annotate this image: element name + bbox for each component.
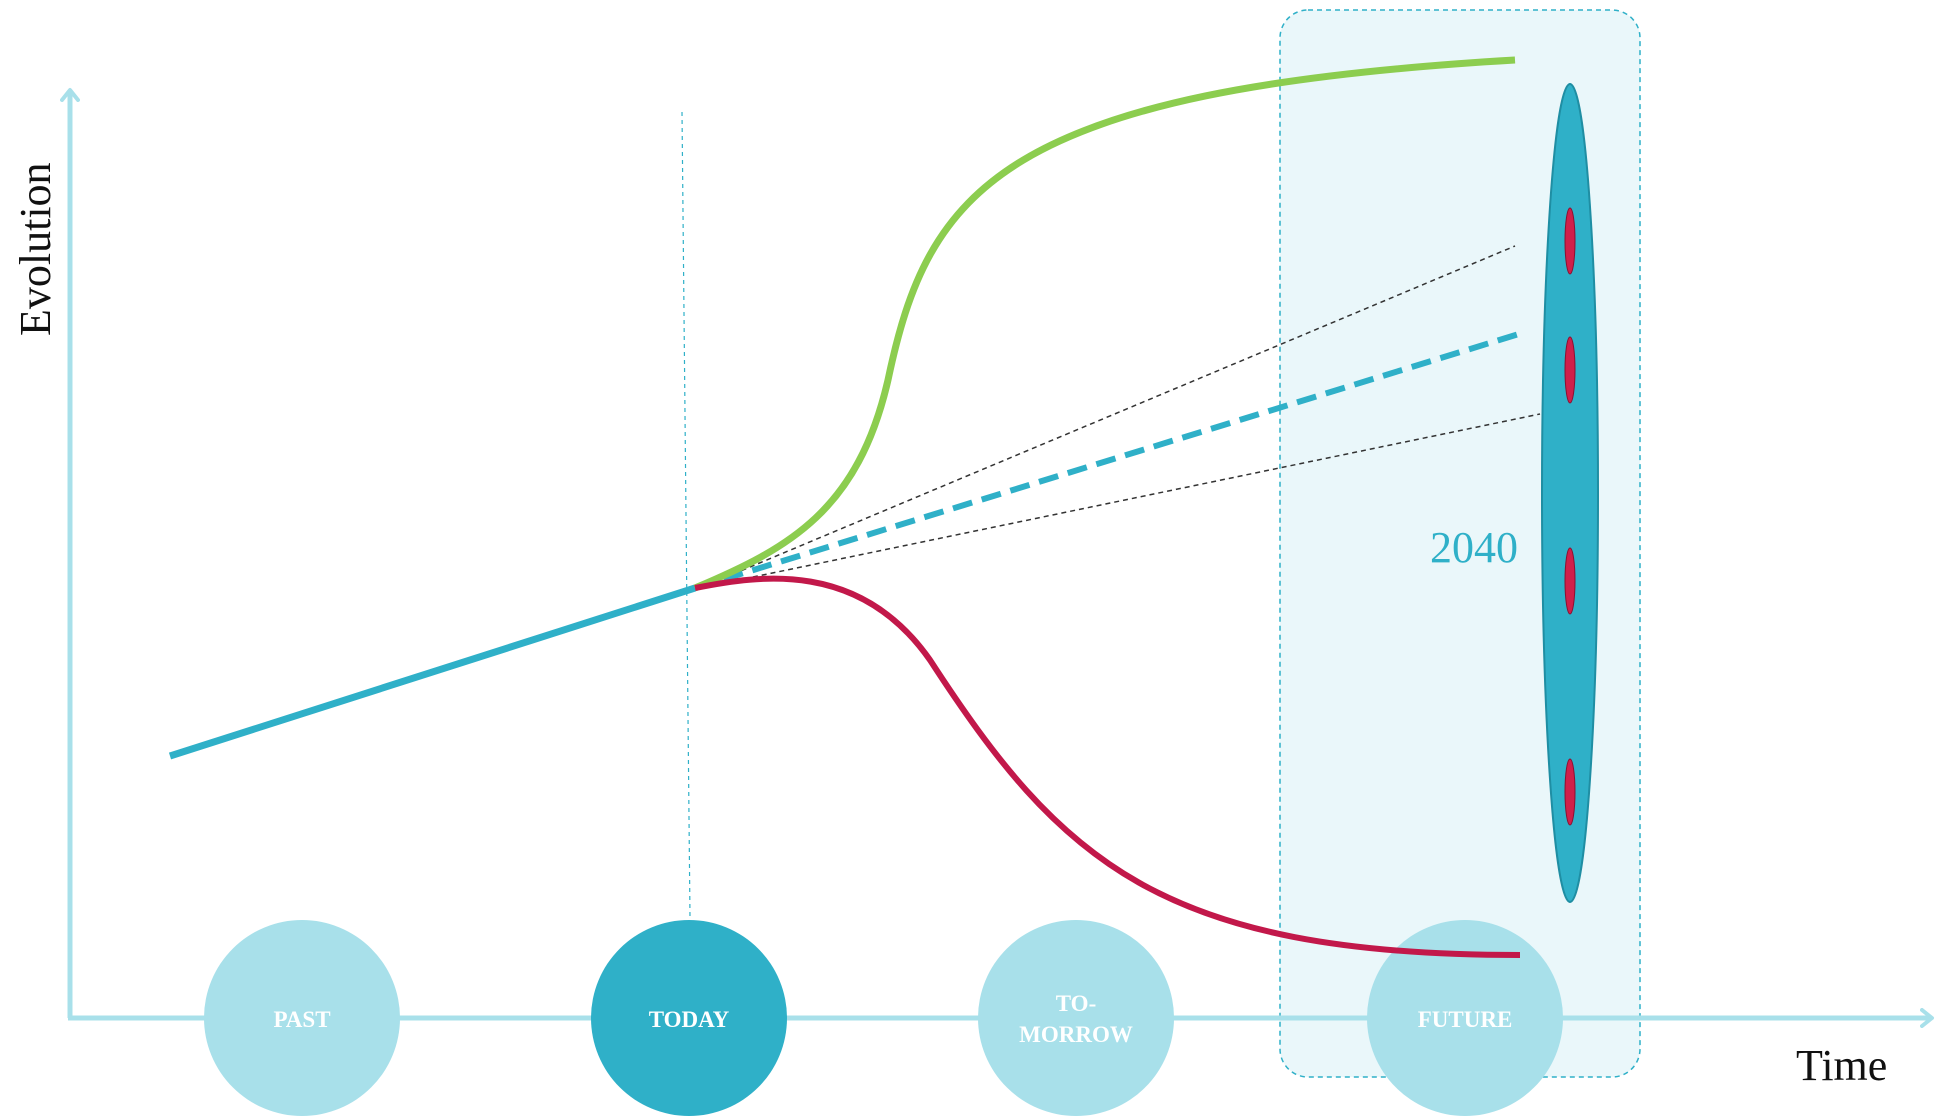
scenario-marker-4 xyxy=(1564,758,1576,826)
era-future-label: FUTURE xyxy=(1418,1007,1513,1032)
cone-upper-line xyxy=(699,245,1516,589)
scenario-marker-3 xyxy=(1564,547,1576,615)
era-tomorrow-circle xyxy=(978,920,1174,1116)
era-past-label: PAST xyxy=(273,1007,330,1032)
era-past-circle xyxy=(204,920,400,1116)
future-year-label: 2040 xyxy=(1430,523,1518,572)
era-tomorrow-label-line2: MORROW xyxy=(1019,1022,1133,1047)
era-tomorrow-label-line1: TO- xyxy=(1056,991,1096,1016)
cone-lower-line xyxy=(699,413,1541,589)
era-future: FUTURE xyxy=(1367,920,1563,1116)
today-guide-line xyxy=(681,111,691,919)
era-today: TODAY xyxy=(591,920,787,1116)
historical-trend-line xyxy=(168,584,697,760)
era-past: PAST xyxy=(204,920,400,1116)
era-today-circle xyxy=(591,920,787,1116)
era-tomorrow: TO- MORROW xyxy=(978,920,1174,1116)
scenario-marker-2 xyxy=(1564,336,1576,404)
era-future-circle xyxy=(1367,920,1563,1116)
scenario-marker-1 xyxy=(1564,207,1576,275)
era-today-label: TODAY xyxy=(649,1007,730,1032)
scenario-range-ellipse xyxy=(1541,83,1599,903)
y-axis-label: Evolution xyxy=(11,162,60,336)
growth-scenario-curve xyxy=(693,56,1516,592)
x-axis-label: Time xyxy=(1796,1041,1887,1090)
decline-scenario-curve xyxy=(694,575,1521,958)
projected-trend-line xyxy=(694,330,1523,591)
